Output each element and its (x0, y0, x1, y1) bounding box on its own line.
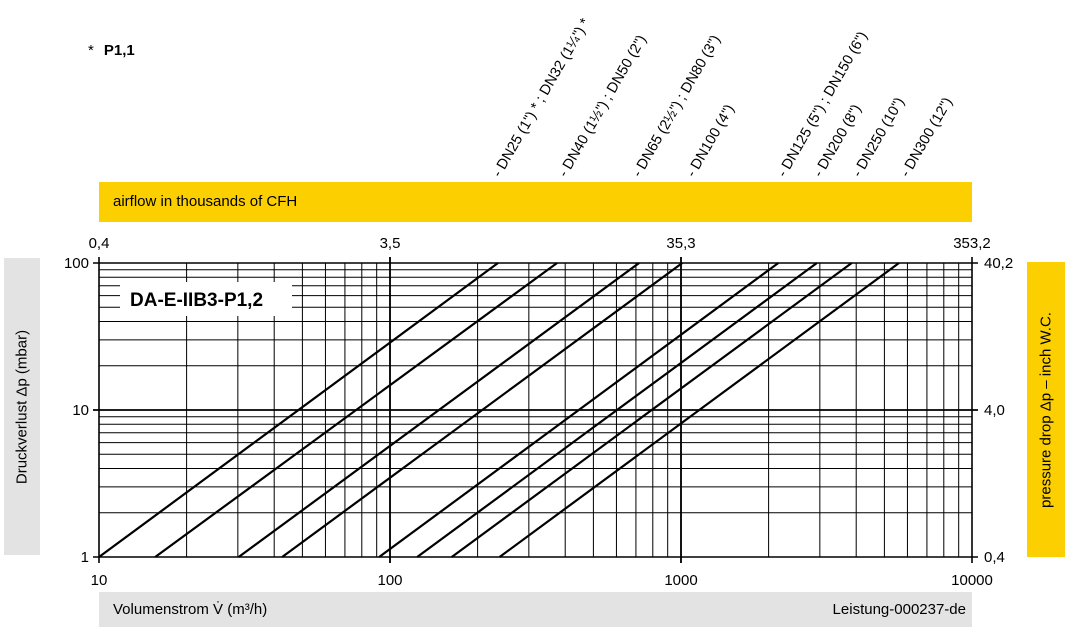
chart-title-box: DA-E-IIB3-P1,2 (120, 282, 292, 316)
x-tick-label: 1000 (664, 572, 697, 589)
x-tick-label: 100 (377, 572, 402, 589)
series-line (416, 262, 818, 558)
bottom-axis-title: Volumenstrom V̇ (m³/h) (113, 601, 268, 618)
series-line (281, 262, 683, 558)
series-line (238, 262, 640, 558)
chart-grid (93, 257, 978, 563)
x-tick-label: 10 (91, 572, 108, 589)
chart-series-lines (98, 262, 900, 558)
footnote-marker: * (88, 42, 94, 59)
footnote-text: P1,1 (103, 42, 135, 59)
bottom-axis-bar: Volumenstrom V̇ (m³/h) Leistung-000237-d… (99, 592, 972, 627)
x-tick-label: 10000 (951, 572, 993, 589)
document-id: Leistung-000237-de (832, 601, 966, 618)
series-label: - DN100 (4") (684, 102, 738, 180)
series-line (378, 262, 779, 558)
top-axis-bar: airflow in thousands of CFH (99, 182, 972, 222)
top-tick-label: 0,4 (89, 235, 110, 252)
series-line (498, 262, 900, 558)
series-line (451, 262, 853, 558)
y-tick-label: 10 (72, 402, 89, 419)
footnote: * P1,1 (88, 42, 135, 59)
series-line (98, 262, 499, 558)
top-tick-label: 353,2 (953, 235, 991, 252)
chart-series-labels: - DN25 (1") * ; DN32 (1¼") *- DN40 (1½")… (490, 16, 956, 180)
top-tick-label: 35,3 (666, 235, 695, 252)
top-tick-label: 3,5 (380, 235, 401, 252)
right-tick-label: 4,0 (984, 402, 1005, 419)
series-line (154, 262, 558, 558)
y-tick-label: 1 (81, 549, 89, 566)
y-tick-label: 100 (64, 255, 89, 272)
left-axis-bar: Druckverlust Δp (mbar) (4, 258, 40, 555)
series-label: - DN300 (12") (898, 95, 956, 180)
right-tick-label: 40,2 (984, 255, 1013, 272)
top-axis-title: airflow in thousands of CFH (113, 193, 298, 210)
right-axis-bar: pressure drop Δp – inch W.C. (1027, 262, 1065, 557)
chart-title: DA-E-IIB3-P1,2 (130, 290, 263, 311)
right-tick-label: 0,4 (984, 549, 1005, 566)
